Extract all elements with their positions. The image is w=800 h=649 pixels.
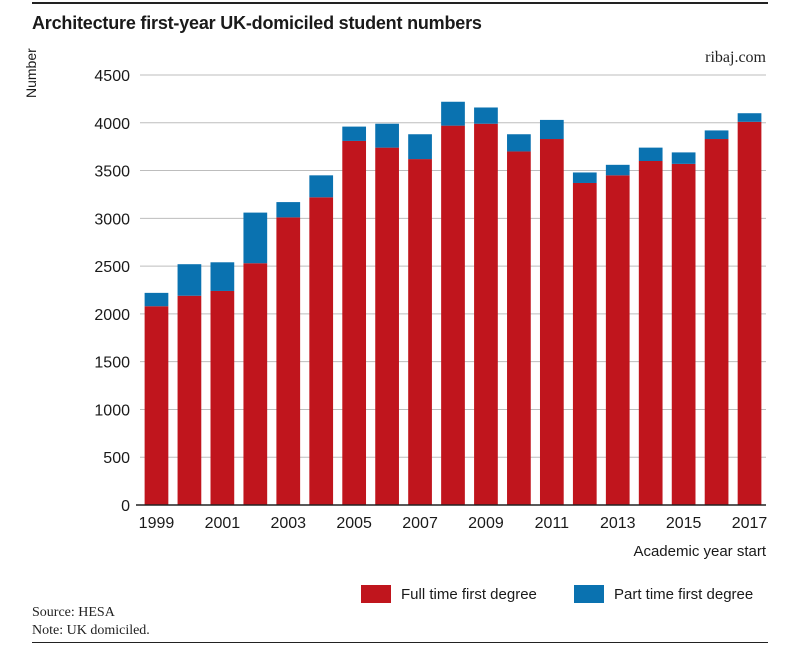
- bar-part-time: [243, 212, 268, 264]
- footnote: Note: UK domiciled.: [32, 623, 150, 638]
- x-tick-label: 2001: [205, 515, 241, 532]
- bar-part-time: [704, 130, 729, 140]
- x-tick-label: 2003: [270, 515, 306, 532]
- bar-full-time: [507, 151, 531, 505]
- bar-part-time: [671, 152, 696, 164]
- bar-full-time: [276, 217, 301, 505]
- bar-part-time: [309, 175, 334, 198]
- bar-part-time: [408, 134, 432, 160]
- x-tick-label: 2009: [468, 515, 504, 532]
- y-tick-label: 4000: [94, 116, 130, 133]
- bar-part-time: [737, 113, 762, 122]
- bar-full-time: [572, 182, 597, 505]
- bar-full-time: [408, 159, 432, 506]
- bottom-rule: [32, 642, 768, 643]
- publisher-credit: ribaj.com: [705, 49, 766, 66]
- bar-full-time: [375, 147, 399, 505]
- y-tick-label: 0: [121, 498, 130, 515]
- legend-label-full-time: Full time first degree: [401, 585, 537, 603]
- legend-item-full-time: Full time first degree: [361, 585, 537, 603]
- bar-part-time: [572, 172, 597, 183]
- bar-part-time: [375, 123, 399, 148]
- bar-part-time: [539, 119, 564, 140]
- x-tick-label: 2005: [336, 515, 372, 532]
- y-tick-label: 1000: [94, 402, 130, 419]
- y-tick-label: 2000: [94, 307, 130, 324]
- bar-full-time: [210, 290, 235, 505]
- bar-part-time: [474, 107, 498, 124]
- y-tick-label: 3500: [94, 164, 130, 181]
- bar-part-time: [638, 147, 663, 161]
- bar-part-time: [276, 202, 301, 218]
- source-note: Source: HESA: [32, 605, 115, 620]
- x-axis-label: Academic year start: [633, 543, 766, 560]
- x-tick-label: 2011: [535, 515, 570, 532]
- bar-part-time: [605, 164, 630, 176]
- x-tick-label: 2017: [732, 515, 768, 532]
- bar-full-time: [638, 161, 663, 505]
- y-tick-label: 3000: [94, 211, 130, 228]
- chart-title: Architecture first-year UK-domiciled stu…: [32, 13, 482, 33]
- bar-chart: 0 500 1000 1500 2000 2500 3000 3500 4000 4500 1999…: [94, 68, 768, 532]
- bar-full-time: [605, 175, 630, 506]
- bar-full-time: [177, 295, 202, 505]
- bar-part-time: [177, 264, 202, 296]
- bar-part-time: [144, 292, 169, 307]
- x-tick-label: 2007: [402, 515, 438, 532]
- bar-full-time: [704, 139, 729, 505]
- x-tick-label: 2015: [666, 515, 702, 532]
- legend-swatch-part-time: [574, 585, 604, 603]
- bar-full-time: [342, 140, 367, 505]
- bar-part-time: [441, 101, 465, 126]
- legend-swatch-full-time: [361, 585, 391, 603]
- x-tick-label: 2013: [600, 515, 636, 532]
- bar-full-time: [243, 263, 268, 505]
- legend-item-part-time: Part time first degree: [574, 585, 753, 603]
- x-tick-label: 1999: [139, 515, 175, 532]
- bar-full-time: [441, 125, 465, 506]
- bar-full-time: [539, 139, 564, 505]
- bar-full-time: [737, 121, 762, 506]
- y-tick-label: 4500: [94, 68, 130, 85]
- bar-full-time: [144, 306, 169, 505]
- top-rule: [32, 2, 768, 4]
- y-tick-label: 2500: [94, 259, 130, 276]
- bar-part-time: [507, 134, 531, 152]
- y-tick-label: 1500: [94, 355, 130, 372]
- bar-part-time: [342, 126, 367, 141]
- bar-full-time: [671, 163, 696, 505]
- y-tick-label: 500: [103, 450, 130, 467]
- bar-full-time: [474, 123, 498, 505]
- legend-label-part-time: Part time first degree: [614, 585, 754, 603]
- bar-part-time: [210, 262, 235, 291]
- bar-full-time: [309, 197, 334, 506]
